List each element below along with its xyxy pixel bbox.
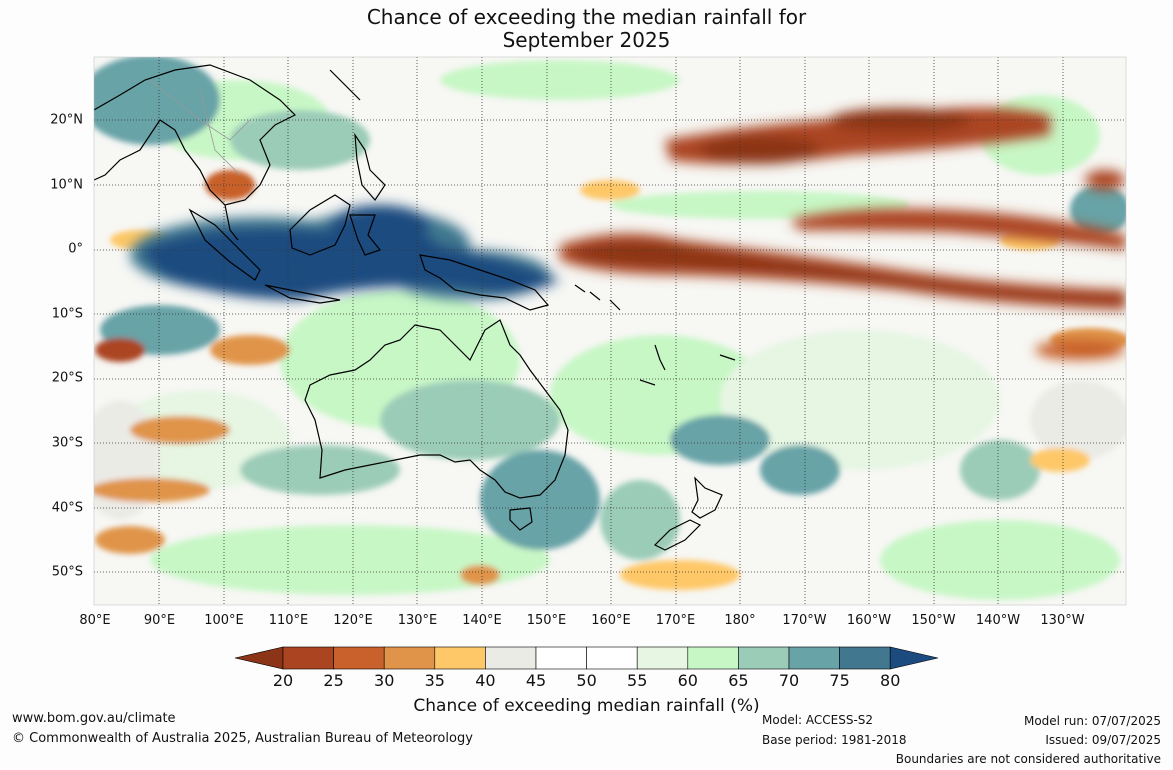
tasmania-outline	[509, 507, 533, 531]
latitude-label: 50°S	[51, 564, 83, 580]
longitude-label: 150°W	[911, 613, 956, 628]
issued-text: Issued: 09/07/2025	[1045, 733, 1161, 747]
colorbar-segment	[383, 646, 436, 670]
colorbar-max-arrow	[889, 646, 939, 670]
longitude-label: 140°W	[975, 613, 1021, 628]
colorbar	[234, 646, 939, 670]
colorbar-segment	[485, 646, 537, 670]
longitude-label: 170°E	[655, 613, 696, 628]
borneo-outline	[289, 194, 351, 256]
base-period-text: Base period: 1981-2018	[762, 733, 907, 747]
colorbar-segment	[738, 646, 790, 670]
latitude-label: 30°S	[51, 435, 83, 451]
new-guinea-outline	[419, 254, 550, 311]
java-outline	[264, 284, 341, 304]
longitude-label: 90°E	[143, 613, 176, 628]
colorbar-segment	[687, 646, 739, 670]
longitude-label: 160°W	[846, 613, 892, 628]
copyright-text: © Commonwealth of Australia 2025, Austra…	[12, 731, 473, 746]
longitude-label: 80°E	[79, 613, 111, 628]
latitude-label: 20°N	[50, 112, 83, 128]
colorbar-tick-label: 55	[627, 671, 648, 690]
longitude-label: 170°W	[782, 613, 827, 628]
latitude-label: 10°N	[50, 177, 83, 193]
latitude-label: 10°S	[51, 306, 83, 322]
sumatra-outline	[188, 208, 261, 281]
colorbar-segment	[788, 646, 840, 670]
longitude-label: 100°E	[204, 613, 244, 628]
colorbar-min-arrow	[234, 646, 284, 670]
longitude-label: 130°E	[397, 613, 438, 628]
longitude-label: 140°E	[462, 613, 502, 628]
colorbar-tick-label: 75	[829, 671, 850, 690]
colorbar-tick-label: 35	[424, 671, 445, 690]
colorbar-tick-label: 80	[880, 671, 901, 690]
colorbar-tick-label: 30	[374, 671, 395, 690]
website-link[interactable]: www.bom.gov.au/climate	[12, 711, 176, 726]
colorbar-tick-label: 60	[677, 671, 698, 690]
longitude-label: 120°E	[333, 613, 373, 628]
colorbar-tick-label: 40	[475, 671, 496, 690]
colorbar-label: Chance of exceeding median rainfall (%)	[413, 696, 760, 716]
longitude-label: 130°W	[1040, 613, 1085, 628]
australia-outline	[304, 319, 569, 499]
colorbar-tick-label: 65	[728, 671, 749, 690]
longitude-label: 150°E	[526, 613, 567, 628]
colorbar-segment	[282, 646, 334, 670]
coastlines	[94, 64, 736, 551]
new-zealand-outline	[691, 476, 723, 519]
colorbar-tick-label: 20	[272, 671, 294, 690]
colorbar-tick-label: 70	[778, 671, 800, 690]
asia-outline	[94, 64, 297, 206]
latitude-label: 40°S	[51, 500, 83, 516]
latitude-label: 0°	[68, 241, 83, 257]
colorbar-segment	[586, 646, 638, 670]
colorbar-tick-label: 25	[323, 671, 344, 690]
longitude-label: 110°E	[268, 613, 309, 628]
colorbar-segment	[636, 646, 689, 670]
colorbar-segment	[434, 646, 486, 670]
map-title: Chance of exceeding the median rainfall …	[366, 5, 807, 29]
colorbar-segment	[333, 646, 385, 670]
longitude-label: 180°	[724, 613, 756, 628]
map-subtitle: September 2025	[502, 28, 671, 52]
model-run-text: Model run: 07/07/2025	[1023, 714, 1161, 728]
longitude-label: 160°E	[591, 613, 631, 628]
disclaimer-text: Boundaries are not considered authoritat…	[895, 752, 1161, 766]
latitude-label: 20°S	[51, 370, 83, 386]
graticule	[94, 57, 1126, 605]
model-text: Model: ACCESS-S2	[762, 713, 874, 727]
colorbar-segment	[535, 646, 587, 670]
colorbar-segment	[839, 646, 891, 670]
colorbar-tick-label: 50	[576, 671, 597, 690]
colorbar-tick-label: 45	[525, 671, 547, 690]
probability-field	[94, 57, 1126, 605]
